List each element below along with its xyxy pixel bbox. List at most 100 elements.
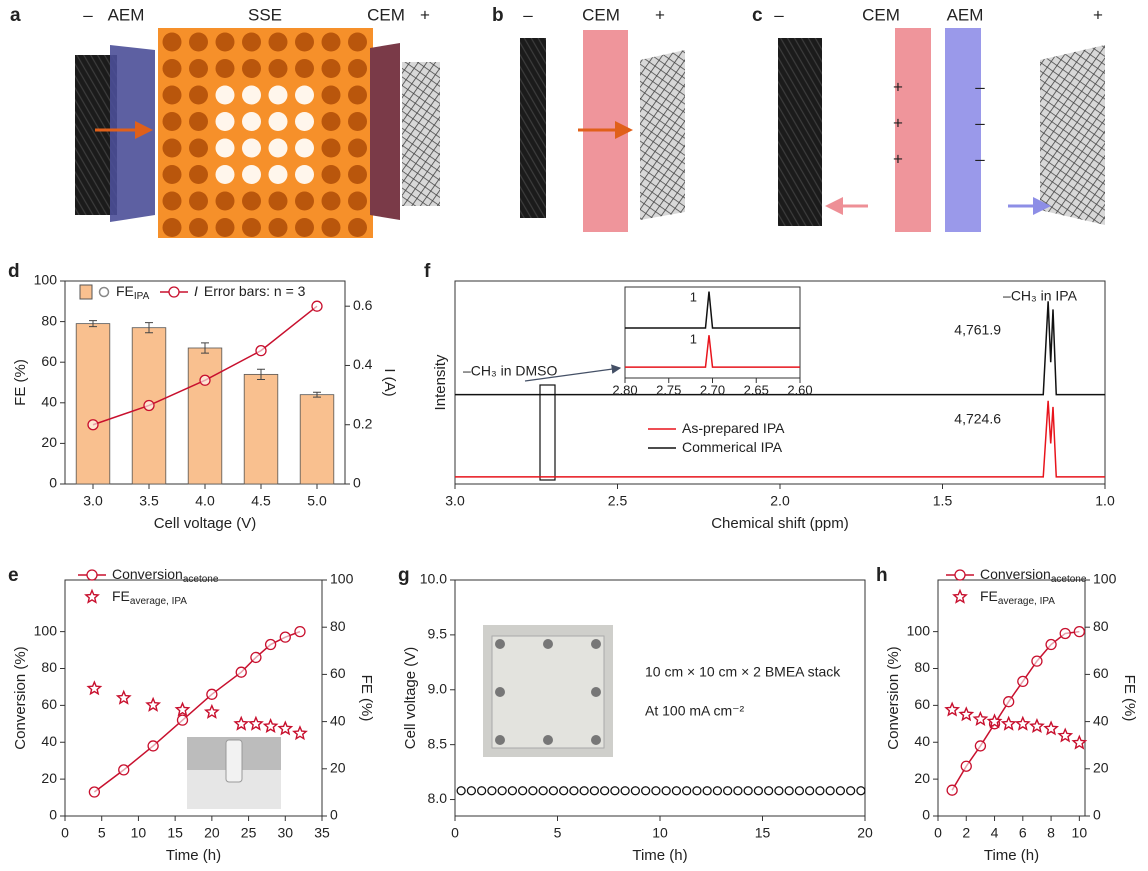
y-tick-label: 60 [41, 696, 57, 712]
circle-marker [600, 786, 610, 796]
circle-marker [1017, 675, 1029, 688]
legend-label: FEaverage, IPA [112, 588, 187, 607]
legend-name: Conversion [112, 566, 183, 582]
circle-marker [235, 666, 247, 678]
legend-label: Conversionacetone [112, 566, 219, 585]
circle-marker [497, 786, 507, 796]
circle-marker [487, 786, 497, 796]
series-line [951, 630, 1080, 791]
circle-marker [264, 638, 277, 651]
x-tick-label: 4.0 [195, 493, 215, 509]
circle-marker [88, 786, 101, 798]
legend-label: Commerical IPA [682, 439, 783, 455]
y2-axis-label: FE (%) [1121, 675, 1138, 722]
annotation: 4,724.6 [954, 411, 1001, 427]
lattice-hole [242, 165, 261, 184]
lattice-hole [268, 85, 288, 105]
lattice-hole [348, 165, 367, 184]
error-bar [201, 342, 209, 354]
lattice-hole [295, 138, 314, 158]
circle-marker [630, 786, 641, 796]
circle-marker [538, 786, 548, 796]
y-tick-label: 9.0 [428, 680, 448, 696]
y2-tick-label: 60 [1093, 665, 1109, 681]
x-axis-label: Chemical shift (ppm) [711, 515, 849, 532]
x-tick-label: 4 [991, 825, 999, 841]
lattice-hole [215, 85, 235, 105]
legend-name: Commerical IPA [682, 439, 783, 455]
series-line [455, 400, 1105, 478]
bar [75, 323, 111, 485]
y-tick-label: 60 [41, 353, 57, 369]
screw [591, 735, 601, 745]
star-marker [1071, 734, 1088, 750]
y2-tick-label: 0.4 [353, 356, 373, 372]
lattice-hole [295, 191, 314, 211]
lattice-hole [162, 165, 182, 184]
membrane-label: CEM [582, 5, 620, 24]
legend-swatch [952, 588, 968, 604]
x-tick-label: 2.80 [612, 382, 637, 397]
lattice-hole [162, 32, 182, 52]
lattice-hole [268, 138, 288, 158]
charge: – [975, 77, 985, 96]
x-tick-label: 35 [314, 825, 330, 841]
legend-label: I Error bars: n = 3 [194, 283, 306, 299]
circle-marker [528, 786, 538, 796]
charge: + [893, 113, 903, 132]
annotation: 10 cm × 10 cm × 2 BMEA stack [645, 664, 841, 680]
y-tick-label: 80 [41, 659, 57, 675]
x-axis-label: Cell voltage (V) [154, 515, 257, 532]
circle-marker [143, 399, 155, 412]
lattice-hole [242, 112, 261, 131]
legend-label: As-prepared IPA [682, 420, 785, 436]
lattice-hole [268, 112, 288, 131]
lattice-hole [242, 85, 261, 105]
lattice-hole [348, 191, 367, 211]
circle-marker [518, 786, 528, 796]
legend-swatch [79, 284, 93, 300]
x-tick-label: 3.5 [139, 493, 159, 509]
legend-label: FEIPA [116, 283, 150, 302]
circle-marker [206, 688, 218, 700]
legend-label: FEaverage, IPA [980, 588, 1055, 607]
circle-marker [825, 786, 835, 796]
annotation: At 100 mA cm⁻² [645, 703, 745, 719]
star-marker [1043, 720, 1059, 736]
y2-tick-label: 100 [1093, 571, 1117, 587]
lattice-hole [321, 191, 341, 211]
star-marker [1057, 727, 1074, 743]
legend-name: As-prepared IPA [682, 420, 785, 436]
legend-subscript: acetone [1051, 574, 1087, 585]
lattice-hole [295, 85, 314, 105]
circle-marker [682, 786, 692, 796]
x-tick-label: 2.75 [656, 382, 681, 397]
circle-marker [805, 786, 815, 796]
x-tick-label: 5 [98, 825, 106, 841]
lattice-hole [268, 165, 288, 184]
y-tick-label: 0 [49, 807, 57, 823]
x-tick-label: 15 [167, 825, 183, 841]
x-tick-label: 5 [554, 825, 562, 841]
circle-marker [723, 786, 733, 796]
lattice-hole [215, 32, 235, 52]
circle-marker [1059, 627, 1071, 640]
y-tick-label: 80 [41, 312, 57, 328]
x-tick-label: 10 [652, 825, 668, 841]
legend-name: I [194, 283, 198, 299]
cathode-mesh [1040, 45, 1105, 225]
y2-tick-label: 100 [330, 571, 354, 587]
circle-marker [147, 740, 159, 752]
circle-marker [1031, 655, 1043, 667]
lattice-hole [215, 191, 235, 211]
x-tick-label: 20 [204, 825, 220, 841]
plot-frame [64, 579, 323, 817]
lattice-hole [321, 165, 341, 184]
panel-label: e [8, 565, 19, 586]
y-tick-label: 100 [907, 622, 931, 638]
error-bar [145, 322, 153, 334]
screw [591, 687, 601, 697]
x-tick-label: 3.0 [445, 493, 465, 509]
star-marker [262, 717, 279, 734]
x-tick-label: 8 [1047, 825, 1055, 841]
